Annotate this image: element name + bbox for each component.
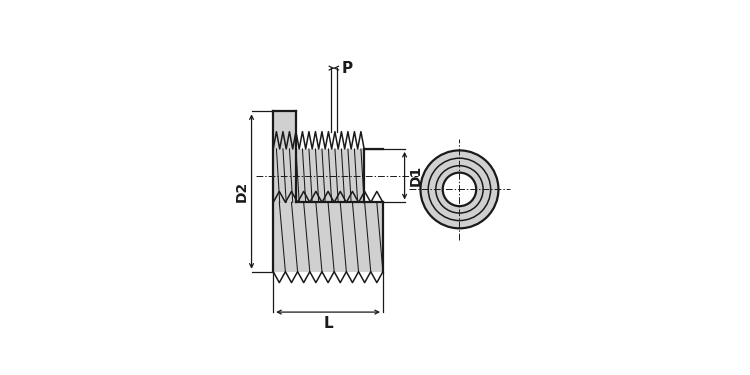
Text: L: L [323,316,333,331]
Text: P: P [342,61,352,76]
Polygon shape [273,202,383,272]
Polygon shape [296,149,364,202]
Text: D2: D2 [235,181,248,202]
Polygon shape [273,111,296,202]
Text: D1: D1 [410,165,423,186]
Circle shape [421,150,499,228]
Circle shape [442,172,476,206]
